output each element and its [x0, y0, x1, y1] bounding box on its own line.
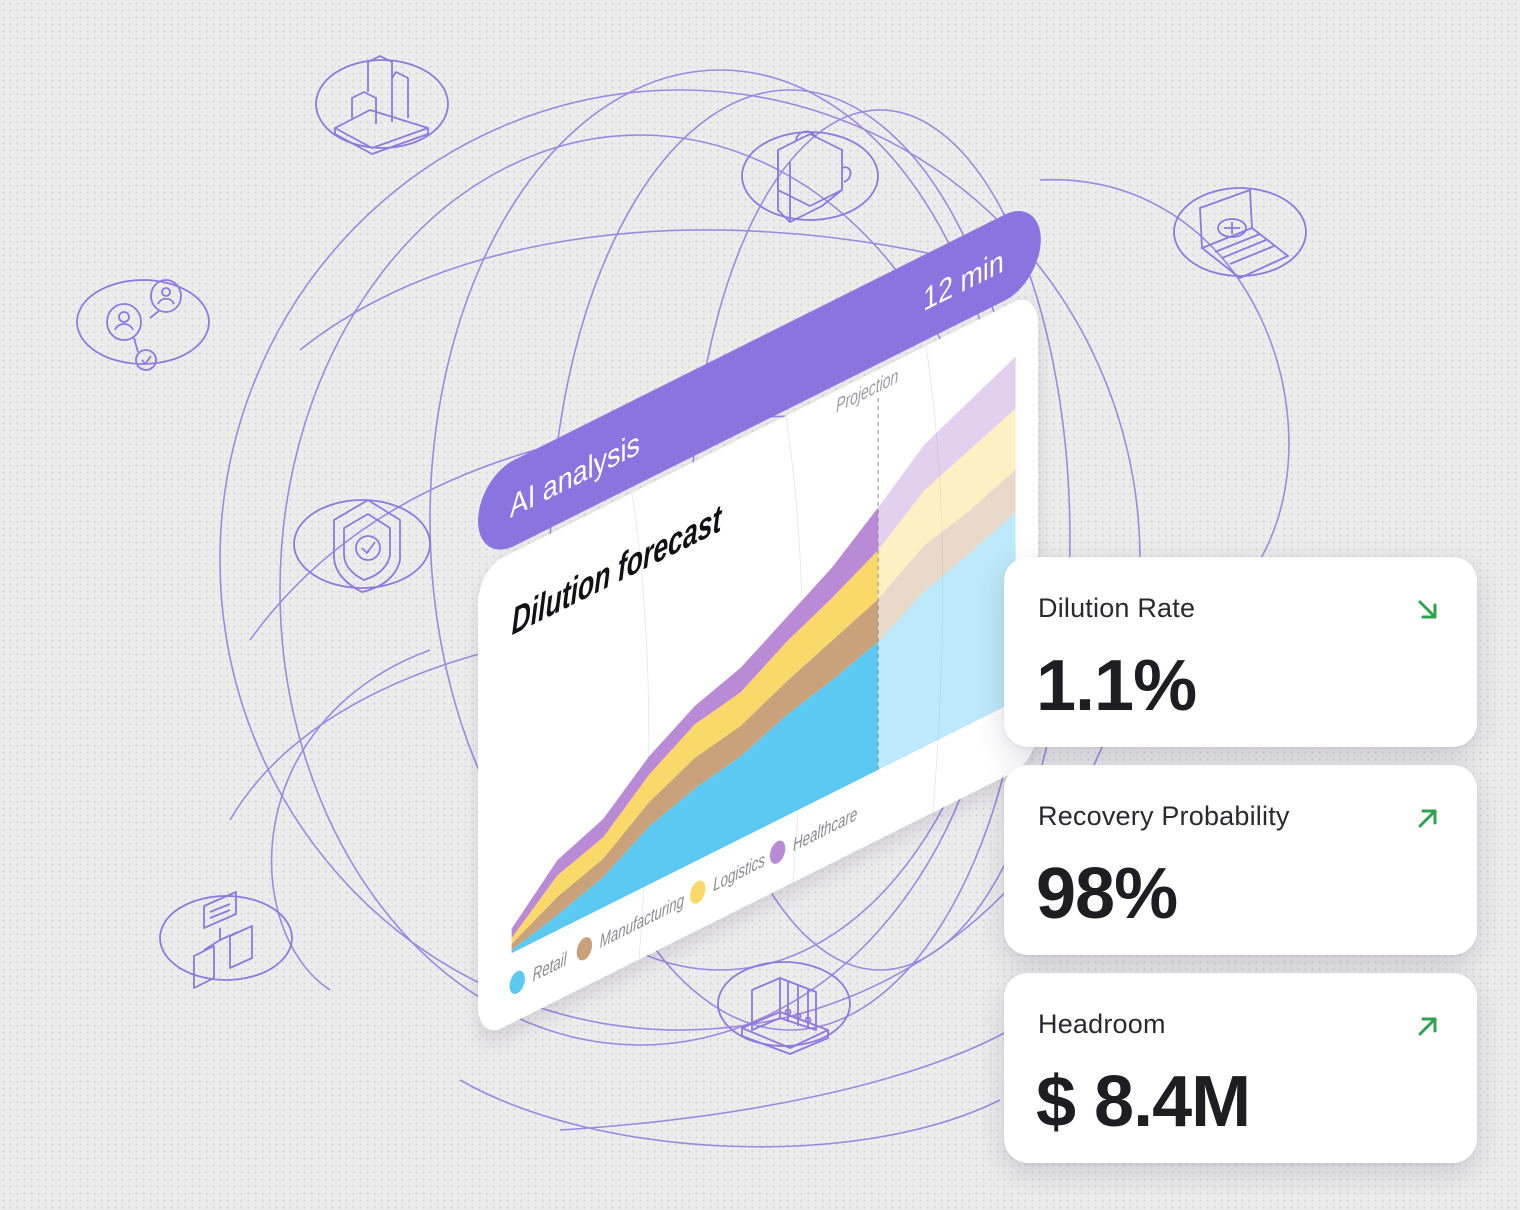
- trend-up-icon: [1418, 1017, 1437, 1036]
- shield-check-icon: [293, 499, 431, 593]
- stat-label: Headroom: [1038, 1009, 1166, 1039]
- legend-marker-logistics: [690, 880, 706, 904]
- trend-down-icon: [1418, 600, 1437, 619]
- stat-card-recovery-probability: Recovery Probability 98%: [1004, 765, 1477, 955]
- area-series-healthcare: [511, 369, 879, 938]
- chart-plot-area: Projection: [511, 356, 1016, 954]
- area-series-logistics-projection: [878, 408, 1016, 840]
- people-network-icon: [76, 279, 210, 371]
- puzzle-icon: [741, 130, 879, 223]
- legend-marker-retail: [509, 970, 525, 995]
- stat-card-headroom: Headroom $ 8.4M: [1004, 973, 1477, 1163]
- stat-value: $ 8.4M: [1036, 1062, 1251, 1142]
- legend-marker-healthcare: [769, 840, 786, 864]
- area-series-healthcare-projection: [878, 356, 1016, 840]
- legend-marker-manufacturing: [576, 937, 593, 961]
- stat-label: Recovery Probability: [1038, 801, 1290, 831]
- trend-up-icon: [1418, 809, 1437, 828]
- stat-label: Dilution Rate: [1038, 593, 1196, 623]
- banner-background: [478, 211, 1041, 550]
- stat-card-dilution-rate: Dilution Rate 1.1%: [1004, 557, 1477, 747]
- documents-hierarchy-icon: [159, 891, 293, 989]
- area-series-manufacturing: [511, 469, 879, 951]
- area-series-logistics: [511, 408, 879, 945]
- bar-chart-icon: [315, 55, 449, 155]
- laptop-payment-icon: [1173, 187, 1307, 279]
- chart-card: Dilution forecast Projection RetailManuf…: [478, 299, 1038, 1031]
- binders-icon: [717, 961, 851, 1055]
- area-series-manufacturing-projection: [878, 469, 1016, 840]
- stat-value: 98%: [1036, 854, 1178, 934]
- stat-value: 1.1%: [1036, 646, 1197, 726]
- area-series-retail: [511, 512, 879, 954]
